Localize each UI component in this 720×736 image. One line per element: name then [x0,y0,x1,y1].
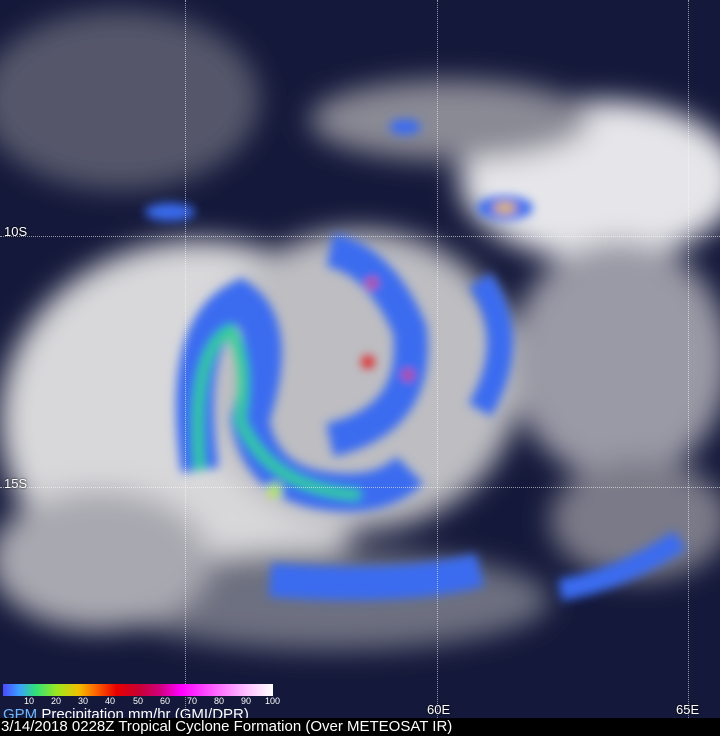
legend-tick: 100 [265,696,281,706]
lat-label-15s: 15S [4,476,28,491]
cloud-layer [0,10,720,650]
grid-line-60e [437,0,438,718]
grid-line-15s [0,487,720,488]
precipitation-layer [145,119,687,601]
legend-tick: 40 [105,696,116,706]
grid-line-65e [688,0,689,718]
legend-tick: 60 [160,696,171,706]
legend-tick: 70 [187,696,198,706]
legend-tick: 30 [78,696,89,706]
lat-label-10s: 10S [4,224,28,239]
grid-line-10s [0,236,720,237]
legend-tick: 80 [214,696,225,706]
imagery-svg [0,10,720,650]
color-scale-bar [3,684,273,696]
legend-tick: 20 [51,696,62,706]
legend-tick: 10 [24,696,35,706]
lon-label-65e: 65E [676,702,700,717]
legend-tick: 50 [133,696,144,706]
legend-ticks: 10 20 30 40 50 60 70 80 90 100 [3,696,283,707]
legend-tick: 90 [241,696,252,706]
lon-label-60e: 60E [427,702,451,717]
cloud-imagery: 10S 15S 60E 65E [0,0,720,718]
grid-line-55e [185,0,186,718]
image-caption: 3/14/2018 0228Z Tropical Cyclone Formati… [0,718,720,736]
